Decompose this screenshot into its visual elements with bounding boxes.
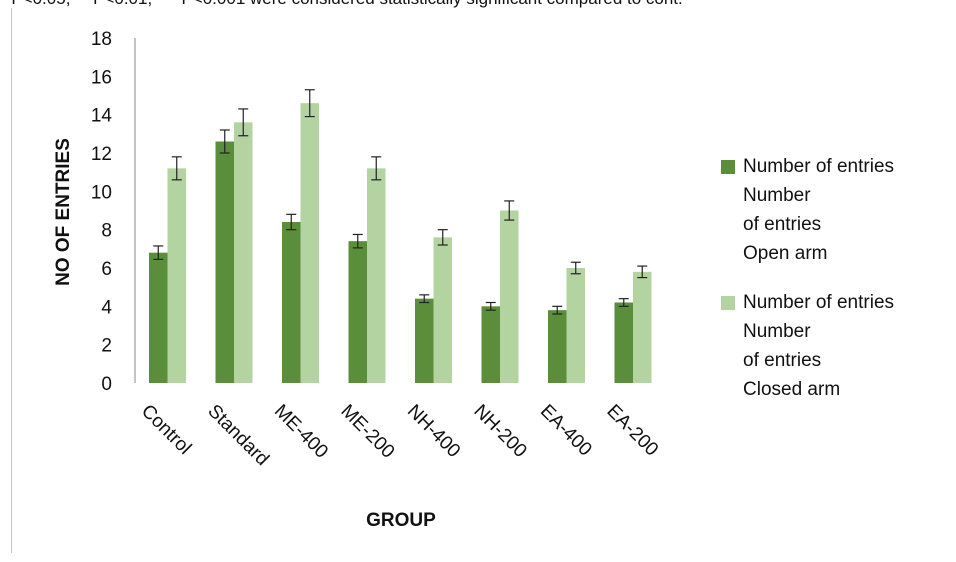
- x-tick-label: ME-400: [270, 401, 332, 463]
- bar-open-arm: [348, 241, 367, 383]
- y-tick-label: 0: [101, 374, 112, 395]
- bar-open-arm: [282, 222, 301, 383]
- legend-label-line: Closed arm: [743, 379, 841, 400]
- y-axis-title: NO OF ENTRIES: [53, 138, 74, 286]
- bar-closed-arm: [433, 237, 452, 383]
- legend-item-open-arm: Number of entries Number of entries Open…: [721, 152, 953, 268]
- legend-label-line: of entries: [743, 214, 822, 235]
- legend-label-line: Number: [743, 321, 811, 342]
- bar-closed-arm: [633, 271, 652, 383]
- legend-label-line: Number: [743, 185, 811, 206]
- x-axis-title: GROUP: [366, 510, 436, 531]
- x-tick-label: NH-200: [469, 401, 530, 462]
- legend-label-line: of entries: [743, 350, 822, 371]
- legend-swatch-open-arm: [721, 160, 735, 174]
- y-tick-label: 10: [91, 182, 112, 203]
- bar-closed-arm: [500, 210, 519, 383]
- bar-closed-arm: [167, 168, 186, 383]
- legend-label-line: Number of entries: [743, 292, 895, 313]
- x-tick-label: EA-400: [536, 401, 596, 461]
- y-tick-label: 8: [101, 221, 112, 242]
- error-bars: [153, 89, 648, 315]
- y-tick-label: 2: [101, 336, 112, 357]
- legend-label-line: Open arm: [743, 243, 828, 264]
- y-tick-label: 6: [101, 259, 112, 280]
- y-tick-label: 12: [91, 144, 112, 165]
- bars: [149, 103, 652, 384]
- bar-closed-arm: [566, 268, 585, 383]
- bar-open-arm: [481, 306, 500, 383]
- bar-open-arm: [415, 298, 434, 383]
- bar-open-arm: [149, 252, 168, 383]
- y-tick-label: 18: [91, 29, 112, 50]
- bar-closed-arm: [234, 122, 253, 383]
- x-tick-label: ME-200: [336, 401, 398, 463]
- x-tick-label: NH-400: [403, 401, 464, 462]
- bar-open-arm: [548, 310, 567, 383]
- chart-frame-border: [11, 8, 12, 553]
- bar-open-arm: [215, 141, 234, 383]
- legend-item-closed-arm: Number of entries Number of entries Clos…: [721, 288, 953, 404]
- y-tick-label: 14: [91, 106, 113, 127]
- bar-open-arm: [614, 302, 633, 383]
- y-axis-ticks: 0 2 4 6 8 10 12 14 16 18: [91, 29, 113, 395]
- legend-swatch-closed-arm: [721, 296, 735, 310]
- x-tick-label: EA-200: [602, 401, 662, 461]
- x-tick-label: Control: [137, 401, 195, 459]
- x-tick-label: Standard: [203, 401, 272, 470]
- y-tick-label: 4: [101, 297, 112, 318]
- bar-closed-arm: [300, 103, 319, 384]
- y-tick-label: 16: [91, 67, 112, 88]
- bar-closed-arm: [367, 168, 386, 383]
- figure-caption: * P<0.05, ** P<0.01, *** P<0.001 were co…: [0, 0, 956, 9]
- legend: Number of entries Number of entries Open…: [721, 152, 953, 404]
- legend-label-line: Number of entries: [743, 156, 895, 177]
